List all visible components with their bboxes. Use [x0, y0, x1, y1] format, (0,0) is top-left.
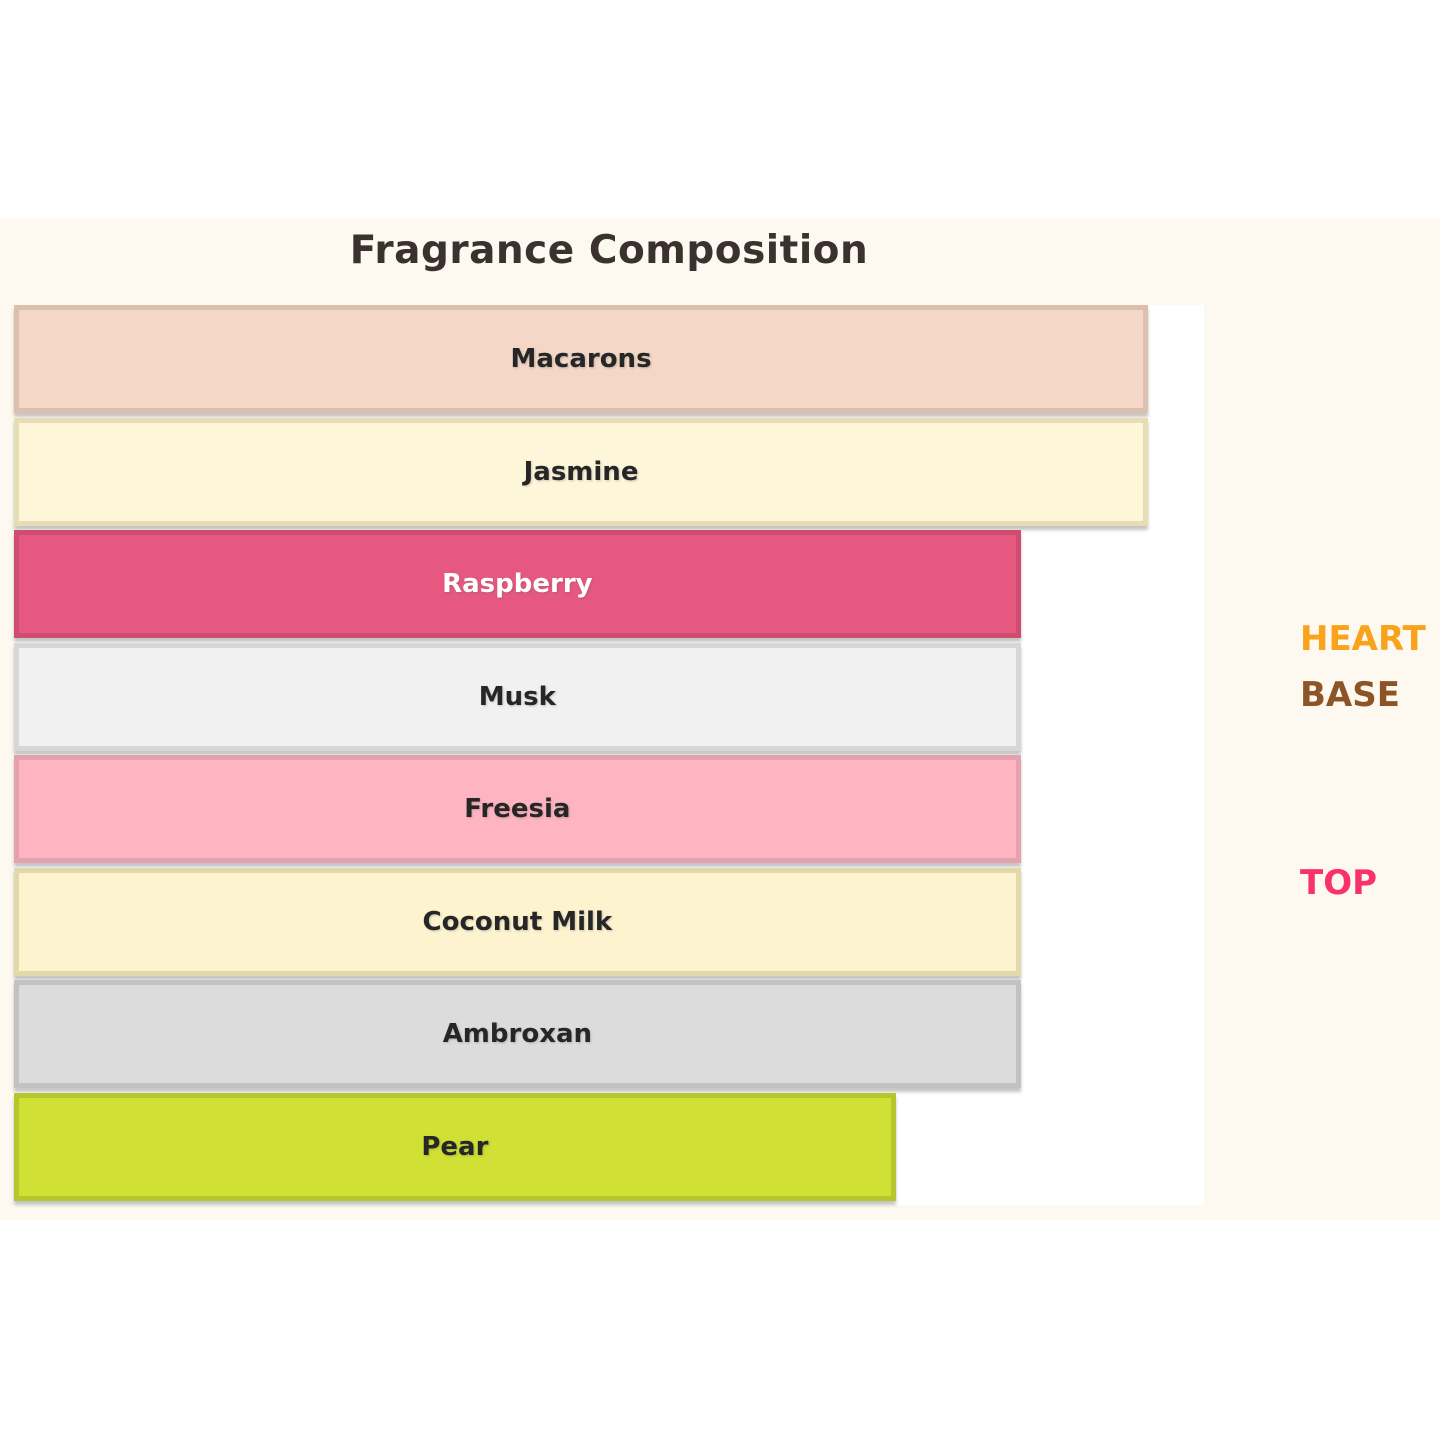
bar-row: Ambroxan	[14, 980, 1204, 1093]
bar-label: Macarons	[510, 344, 652, 374]
bar-label: Pear	[421, 1131, 489, 1162]
bar-row: Coconut Milk	[14, 867, 1204, 981]
group-label-base: BASE	[1300, 675, 1400, 715]
bar-label: Raspberry	[442, 569, 593, 599]
bar-jasmine: Jasmine	[14, 417, 1149, 526]
bar-row: Freesia	[14, 755, 1204, 868]
plot-area: Macarons Jasmine Raspberry Musk Freesia Cocon…	[14, 305, 1204, 1205]
bar-row: Raspberry	[14, 530, 1204, 643]
bar-label: Jasmine	[523, 456, 639, 487]
bar-coconut-milk: Coconut Milk	[14, 867, 1021, 976]
bar-label: Freesia	[464, 794, 571, 824]
bar-raspberry: Raspberry	[14, 530, 1021, 638]
chart-title: Fragrance Composition	[349, 228, 869, 273]
bar-ambroxan: Ambroxan	[14, 980, 1021, 1088]
bar-label: Ambroxan	[442, 1019, 593, 1049]
group-label-heart: HEART	[1300, 619, 1426, 659]
bar-label: Coconut Milk	[422, 906, 613, 937]
bar-row: Macarons	[14, 305, 1204, 418]
group-label-top: TOP	[1300, 863, 1378, 903]
bar-macarons: Macarons	[14, 305, 1149, 413]
bar-row: Pear	[14, 1092, 1204, 1206]
bar-pear: Pear	[14, 1092, 896, 1201]
bar-musk: Musk	[14, 642, 1021, 751]
bar-row: Musk	[14, 642, 1204, 756]
bar-label: Musk	[478, 681, 556, 712]
bar-row: Jasmine	[14, 417, 1204, 531]
bar-freesia: Freesia	[14, 755, 1021, 863]
